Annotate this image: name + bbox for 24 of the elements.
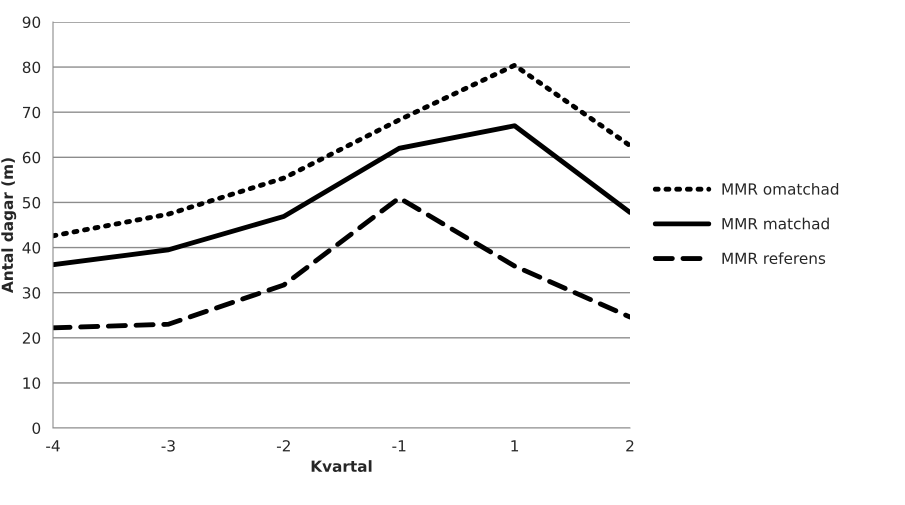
- legend-label: MMR referens: [722, 252, 826, 264]
- legend-label: MMR omatchad: [722, 182, 838, 195]
- y-tick-label: 20: [22, 332, 40, 344]
- x-tick-label: -4: [46, 440, 60, 452]
- y-tick-label: 30: [22, 287, 40, 299]
- line-series: [53, 62, 630, 238]
- y-tick-label: 60: [22, 152, 40, 164]
- x-tick-label: 1: [511, 440, 518, 452]
- x-tick-label: 2: [626, 440, 634, 452]
- y-axis-title: Antal dagar (m): [1, 158, 16, 293]
- line-series: [53, 123, 630, 268]
- line-series: [53, 196, 630, 330]
- y-tick-label: 0: [32, 422, 40, 434]
- y-tick-label: 50: [22, 196, 40, 208]
- y-tick-label: 40: [22, 242, 40, 254]
- y-tick-label: 90: [22, 16, 40, 28]
- y-tick-label: 80: [22, 62, 40, 74]
- y-tick-label: 70: [23, 106, 40, 118]
- legend-label: MMR matchad: [722, 218, 829, 230]
- x-tick-label: -3: [162, 440, 175, 452]
- x-axis-title: Kvartal: [312, 460, 372, 472]
- y-tick-label: 10: [23, 377, 40, 389]
- x-tick-label: -2: [276, 440, 290, 452]
- x-tick-label: -1: [392, 440, 406, 452]
